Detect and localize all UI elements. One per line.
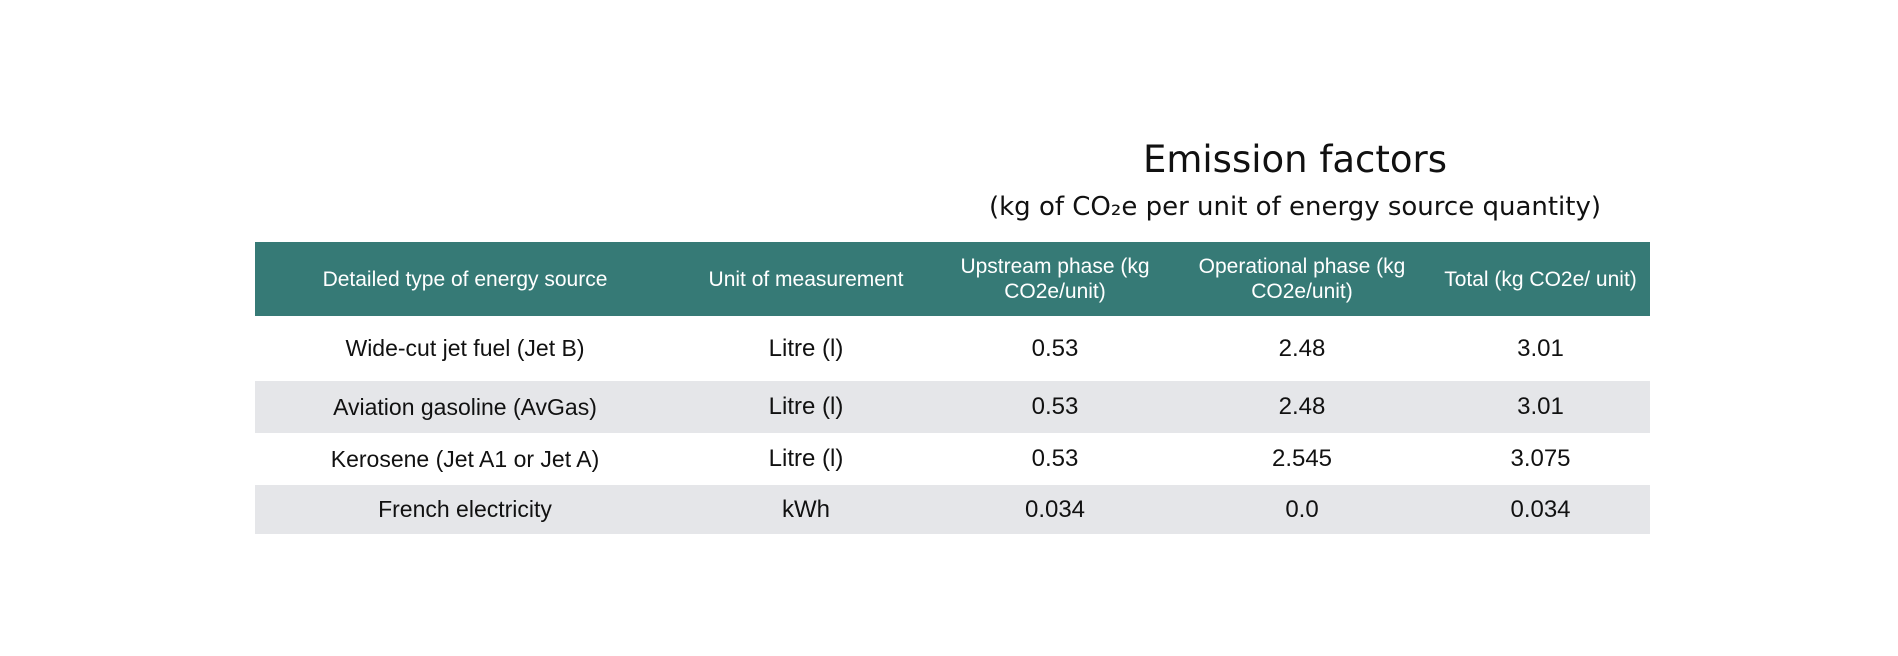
- cell-upstream: 0.53: [1031, 445, 1079, 472]
- cell-total: 3.01: [1431, 381, 1650, 433]
- cell-upstream: 0.53: [1031, 334, 1079, 362]
- cell-upstream: 0.034: [937, 485, 1173, 534]
- cell-upstream: 0.53: [937, 381, 1173, 433]
- table-row: Aviation gasoline (AvGas) Litre (l) 0.53…: [255, 381, 1650, 433]
- cell-unit: Litre (l): [675, 381, 937, 433]
- emission-factors-table: Detailed type of energy source Unit of m…: [255, 242, 1650, 534]
- column-header-unit: Unit of measurement: [675, 242, 937, 316]
- cell-unit: Litre (l): [768, 445, 844, 472]
- cell-energy-source: Kerosene (Jet A1 or Jet A): [330, 445, 600, 472]
- table-row: French electricity kWh 0.034 0.0 0.034: [255, 485, 1650, 534]
- column-header-total: Total (kg CO2e/ unit): [1431, 242, 1650, 316]
- cell-unit: kWh: [675, 485, 937, 534]
- cell-unit: Litre (l): [768, 334, 844, 362]
- table-row: Wide-cut jet fuel (Jet B) Litre (l) 0.53…: [255, 316, 1650, 381]
- table-title: Emission factors: [1142, 138, 1448, 181]
- cell-operational: 2.48: [1278, 334, 1326, 362]
- cell-energy-source: Wide-cut jet fuel (Jet B): [345, 335, 585, 361]
- column-header-operational: Operational phase (kg CO2e/unit): [1173, 242, 1431, 316]
- cell-operational: 2.48: [1173, 381, 1431, 433]
- cell-operational: 0.0: [1173, 485, 1431, 534]
- table-header-row: Detailed type of energy source Unit of m…: [255, 242, 1650, 316]
- cell-total: 3.01: [1517, 334, 1564, 362]
- cell-operational: 2.545: [1271, 445, 1333, 472]
- cell-energy-source: French electricity: [255, 485, 675, 534]
- table-title-block: Emission factors (kg of CO₂e per unit of…: [930, 136, 1660, 224]
- cell-energy-source: Aviation gasoline (AvGas): [255, 381, 675, 433]
- cell-total: 3.075: [1510, 445, 1571, 472]
- table-row: Kerosene (Jet A1 or Jet A) Litre (l) 0.5…: [255, 433, 1650, 485]
- column-header-energy-source: Detailed type of energy source: [255, 242, 675, 316]
- cell-total: 0.034: [1431, 485, 1650, 534]
- column-header-upstream: Upstream phase (kg CO2e/unit): [937, 242, 1173, 316]
- table-subtitle: (kg of CO₂e per unit of energy source qu…: [988, 192, 1601, 222]
